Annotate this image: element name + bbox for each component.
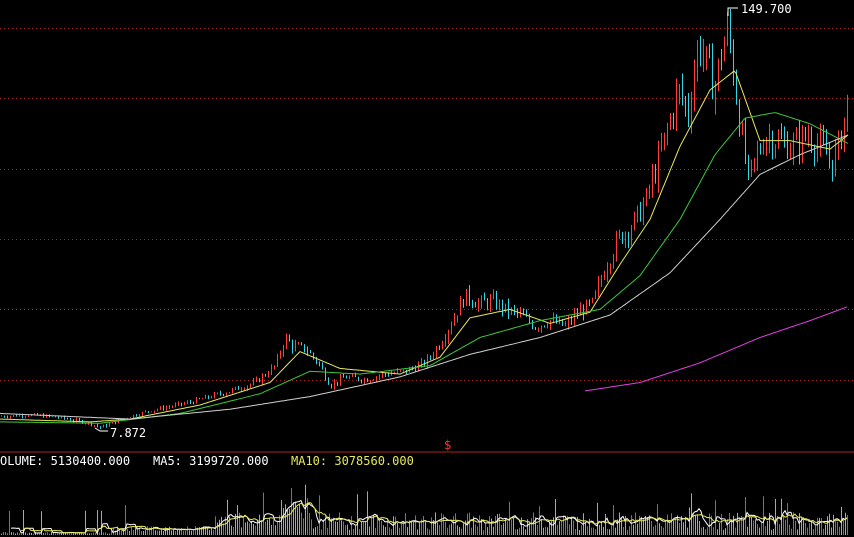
volume-label: OLUME: 5130400.000 <box>0 454 130 468</box>
volume-moving-average-lines <box>10 499 848 535</box>
price-grid <box>0 28 854 381</box>
ma-line-ma-long <box>0 134 849 420</box>
low-marker-icon <box>94 427 108 432</box>
volume-ma10-label: MA10: 3078560.000 <box>291 454 414 468</box>
moving-average-lines <box>0 70 849 424</box>
marker-glyph: $ <box>444 438 452 452</box>
ma-line-ma-short <box>0 70 849 423</box>
volume-ma5-label: MA5: 3199720.000 <box>153 454 269 468</box>
volume-ma10-line <box>20 502 848 534</box>
ma-line-ma-longest <box>584 306 848 392</box>
high-marker-icon <box>727 7 738 16</box>
low-price-label: 7.872 <box>110 426 146 440</box>
ma-line-ma-mid <box>0 112 849 424</box>
high-price-label: 149.700 <box>741 2 792 16</box>
